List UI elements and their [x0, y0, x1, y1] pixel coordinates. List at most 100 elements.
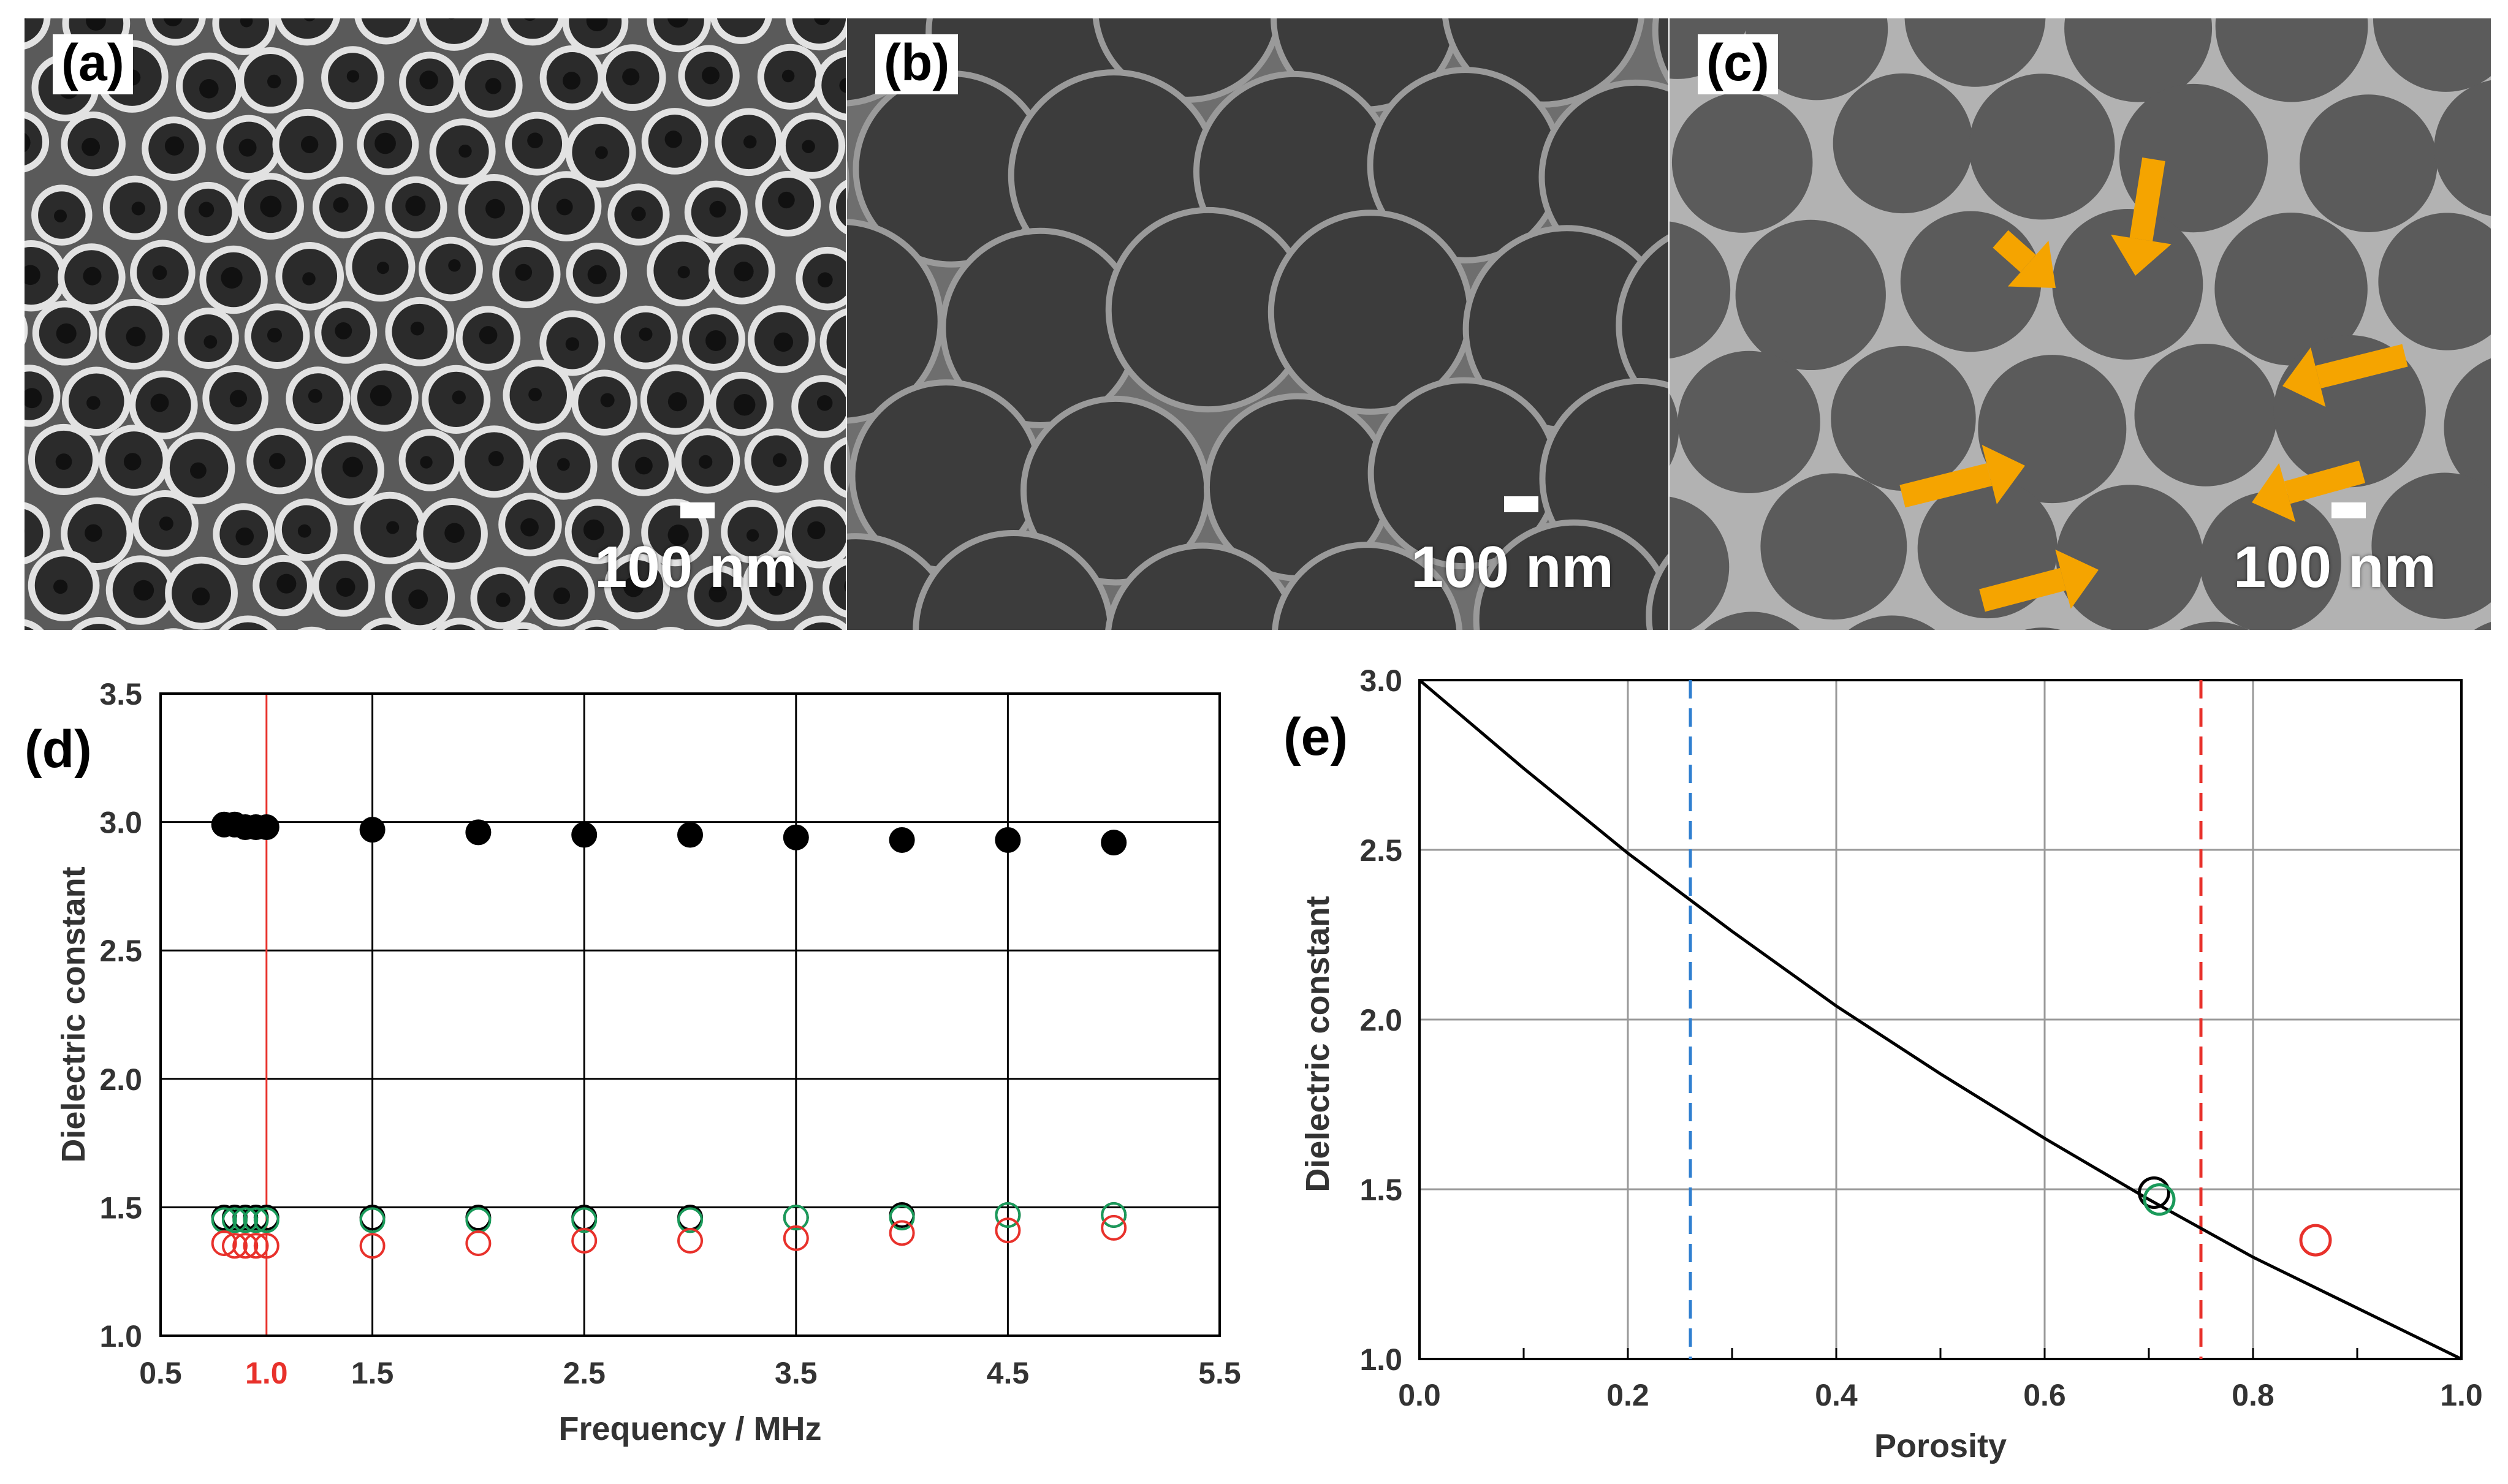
nanotube-core	[623, 577, 644, 597]
nanotube-core	[267, 74, 281, 89]
nanotube-core	[376, 262, 389, 274]
series-0	[211, 811, 1127, 856]
pore	[2134, 343, 2278, 486]
arrow-head	[2282, 347, 2326, 407]
plot-frame	[1418, 679, 2463, 1360]
nanotube-core	[587, 265, 607, 284]
data-point	[889, 1220, 915, 1246]
pore	[2378, 213, 2491, 350]
pore	[2299, 94, 2438, 232]
data-point	[465, 819, 492, 846]
nanotube-core	[781, 69, 795, 83]
nanotube-core	[635, 456, 653, 475]
data-point	[889, 827, 915, 853]
pore	[1746, 18, 1888, 100]
nanotube-core	[229, 390, 248, 407]
nanotube	[360, 618, 411, 630]
arrow-shaft	[2315, 344, 2408, 388]
nanotube	[503, 622, 544, 630]
data-point	[2138, 1176, 2170, 1210]
x-tick-label: 0.8	[2232, 1378, 2274, 1412]
data-point	[1101, 1202, 1127, 1228]
nanotube-core	[563, 72, 581, 90]
chart-d: 1.0 1.5 2.0 2.5 3.0 3.5 0.5 1.0 1.5 2.5 3.5 4.5 5.5 F…	[0, 649, 1263, 1484]
series-2	[211, 1202, 1127, 1233]
nanotube-core	[524, 18, 536, 21]
nanotube-core	[303, 18, 316, 21]
nanotube-core	[164, 136, 184, 156]
panel-tag-e: (e)	[1283, 708, 1348, 767]
nanotube-core	[639, 327, 653, 341]
nanotube-core	[565, 337, 580, 351]
data-point	[253, 1207, 279, 1233]
data-point	[571, 822, 598, 848]
arrow-shaft	[2284, 460, 2366, 504]
chart-e-svg: 1.0 1.5 2.0 2.5 3.0 0.0 0.2 0.4 0.6 0.8 1.0 Porosit…	[1299, 664, 2483, 1464]
nanotube-core	[448, 18, 455, 20]
nanotube	[25, 619, 44, 630]
data-point	[783, 824, 809, 850]
nanotube-core	[844, 580, 846, 592]
nanotube-core	[25, 265, 40, 286]
nanotube-core	[199, 202, 215, 218]
chart-d-svg: 1.01.52.02.53.03.50.5 1.0 1.5 2.5 3.5 4.5 5.5F…	[55, 677, 1241, 1447]
pore	[1760, 473, 1907, 620]
nanotube-core	[56, 323, 77, 344]
nanotube-core	[25, 18, 26, 21]
nanotube-core	[203, 335, 218, 349]
series-3	[211, 1214, 1127, 1259]
data-point	[465, 1230, 492, 1257]
arrow-shaft	[1993, 230, 2036, 273]
pore	[2444, 358, 2491, 498]
nanotube-core	[515, 263, 533, 281]
nanotube-core	[346, 70, 360, 83]
y-tick-label: 3.0	[99, 806, 142, 840]
nanotube	[574, 619, 620, 630]
pore	[2056, 485, 2204, 630]
nanotube	[25, 18, 51, 50]
nanotube-core	[705, 330, 727, 351]
arrow-head	[1982, 445, 2025, 505]
pore	[2373, 18, 2491, 92]
nanotube-core	[300, 135, 319, 154]
x-tick-label: 4.5	[987, 1356, 1030, 1390]
nanotube-core	[336, 577, 355, 597]
nanotube-core	[667, 18, 688, 28]
data-point	[1101, 830, 1127, 856]
nanotube-core	[152, 265, 167, 280]
nanotube-core	[240, 18, 253, 28]
data-point	[2143, 1183, 2176, 1216]
nanotube-core	[82, 137, 101, 156]
nanotube-core	[53, 579, 68, 594]
nanotube-core	[297, 524, 311, 538]
nanotube-core	[556, 199, 573, 216]
nanotube-core	[746, 529, 759, 542]
nanotube	[793, 615, 846, 630]
nanotube-core	[133, 580, 154, 601]
nanotube	[819, 308, 846, 376]
nanotube-core	[485, 199, 505, 219]
nanotube-core	[583, 519, 604, 540]
nanotube-core	[802, 140, 815, 153]
nanotube-core	[528, 387, 542, 401]
nanotube	[562, 18, 629, 55]
nanotube-core	[586, 18, 608, 32]
sem-image-b-graphic	[847, 18, 1668, 630]
data-point	[995, 1217, 1021, 1244]
scale-label-b: 100 nm	[1411, 534, 1614, 600]
nanotube-core	[150, 393, 169, 412]
pore	[2215, 18, 2368, 102]
nanotube-core	[25, 132, 31, 153]
nanotube-core	[408, 589, 428, 609]
nanotube-core	[126, 327, 146, 347]
nanotube	[785, 18, 846, 51]
x-axis-label: Porosity	[1874, 1428, 2007, 1464]
nanotube-core	[268, 453, 286, 469]
nanotube-core	[664, 131, 682, 148]
x-tick-label: 0.4	[1815, 1378, 1858, 1412]
data-point	[571, 1207, 598, 1233]
nanotube-core	[709, 584, 727, 603]
pore	[1678, 350, 1820, 494]
pore	[1831, 346, 1976, 491]
sem-image-a-graphic	[25, 18, 846, 630]
